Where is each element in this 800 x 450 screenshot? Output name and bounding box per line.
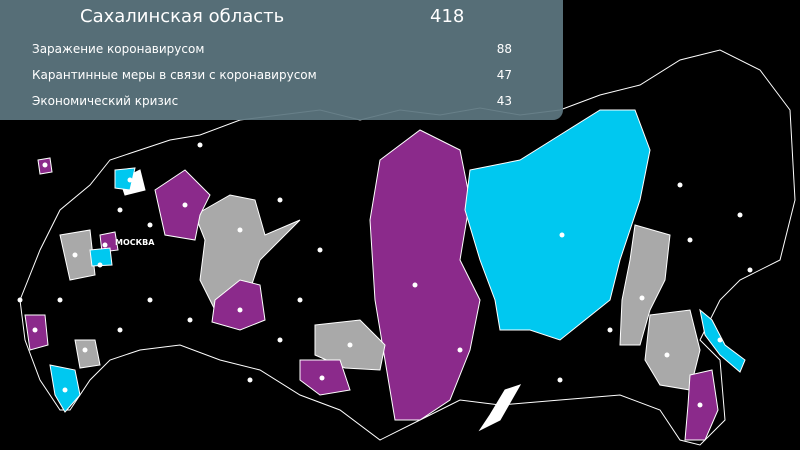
topic-label: Экономический кризис xyxy=(32,94,179,108)
region-tyumen[interactable] xyxy=(194,194,301,311)
topic-label: Заражение коронавирусом xyxy=(32,42,205,56)
region-center-marker[interactable] xyxy=(687,237,693,243)
region-north-cyan[interactable] xyxy=(114,167,136,191)
region-center-marker[interactable] xyxy=(412,282,418,288)
region-altai[interactable] xyxy=(299,359,351,396)
region-center-marker[interactable] xyxy=(57,297,63,303)
region-center-marker[interactable] xyxy=(117,327,123,333)
region-name: Сахалинская область xyxy=(80,6,285,27)
region-center-marker[interactable] xyxy=(717,337,723,343)
region-sakhalin[interactable] xyxy=(699,308,746,373)
region-center-marker[interactable] xyxy=(237,227,243,233)
region-center-marker[interactable] xyxy=(72,252,78,258)
region-center-marker[interactable] xyxy=(102,242,108,248)
topic-row: Карантинные меры в связи с коронавирусом… xyxy=(32,68,512,82)
region-center-marker[interactable] xyxy=(457,347,463,353)
region-center-marker[interactable] xyxy=(677,182,683,188)
topic-value: 47 xyxy=(496,68,512,82)
region-center-marker[interactable] xyxy=(237,307,243,313)
region-center-marker[interactable] xyxy=(62,387,68,393)
region-center-marker[interactable] xyxy=(347,342,353,348)
topic-value: 43 xyxy=(496,94,512,108)
region-center-marker[interactable] xyxy=(557,377,563,383)
region-center-marker[interactable] xyxy=(17,297,23,303)
lake-baikal xyxy=(478,384,522,432)
region-center-marker[interactable] xyxy=(639,295,645,301)
region-center-marker[interactable] xyxy=(317,247,323,253)
region-center-marker[interactable] xyxy=(187,317,193,323)
region-center-marker[interactable] xyxy=(297,297,303,303)
region-center-marker[interactable] xyxy=(147,297,153,303)
topic-label: Карантинные меры в связи с коронавирусом xyxy=(32,68,317,82)
region-center-marker[interactable] xyxy=(147,222,153,228)
region-center-marker[interactable] xyxy=(117,207,123,213)
region-info-panel: Сахалинская область 418 Заражение корона… xyxy=(0,0,563,120)
region-center-marker[interactable] xyxy=(559,232,565,238)
region-krasnoyarsk[interactable] xyxy=(369,129,481,421)
region-center-marker[interactable] xyxy=(182,202,188,208)
region-center-marker[interactable] xyxy=(32,327,38,333)
region-center-marker[interactable] xyxy=(737,212,743,218)
region-center-marker[interactable] xyxy=(607,327,613,333)
region-center-marker[interactable] xyxy=(319,375,325,381)
region-center-marker[interactable] xyxy=(247,377,253,383)
region-south-gray[interactable] xyxy=(74,339,101,369)
region-center-marker[interactable] xyxy=(277,337,283,343)
region-center-marker[interactable] xyxy=(82,347,88,353)
region-center-marker[interactable] xyxy=(127,177,133,183)
region-yakutia[interactable] xyxy=(464,109,651,341)
region-khabarovsk[interactable] xyxy=(619,224,671,346)
region-center-marker[interactable] xyxy=(197,142,203,148)
topic-value: 88 xyxy=(496,42,512,56)
region-center-marker[interactable] xyxy=(97,262,103,268)
topic-row: Заражение коронавирусом 88 xyxy=(32,42,512,56)
region-center-marker[interactable] xyxy=(697,402,703,408)
region-total: 418 xyxy=(430,6,465,27)
region-central-cyan[interactable] xyxy=(89,247,113,267)
region-krasnodar[interactable] xyxy=(24,314,49,351)
moscow-label: МОСКВА xyxy=(115,238,155,247)
region-center-marker[interactable] xyxy=(277,197,283,203)
region-center-marker[interactable] xyxy=(664,352,670,358)
region-center-marker[interactable] xyxy=(747,267,753,273)
region-khmao[interactable] xyxy=(211,279,266,331)
region-center-marker[interactable] xyxy=(42,162,48,168)
topic-row: Экономический кризис 43 xyxy=(32,94,512,108)
